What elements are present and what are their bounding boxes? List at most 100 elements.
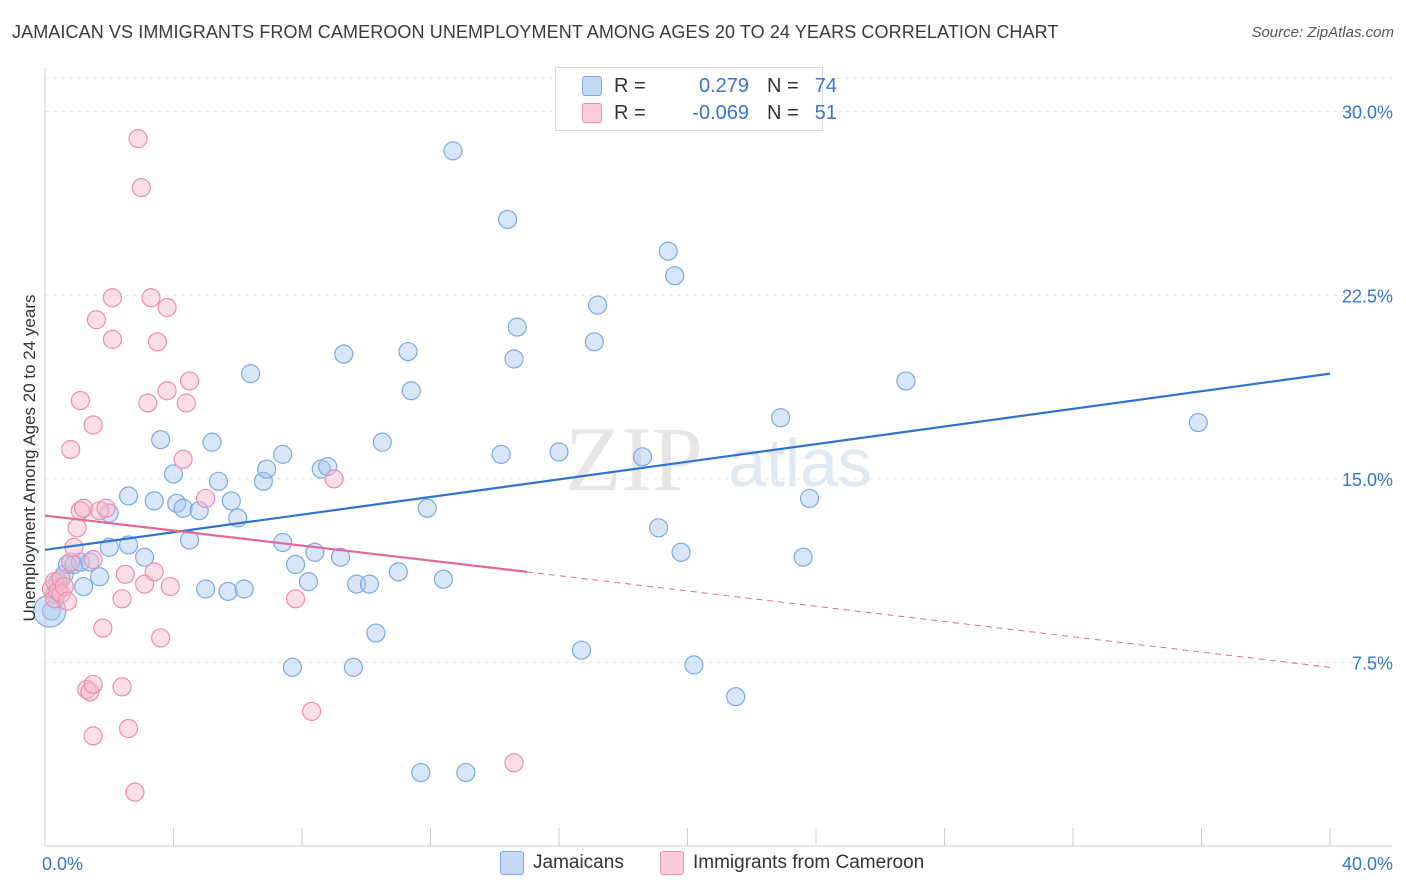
tick-labels: 7.5% 15.0% 22.5% 30.0% 0.0% 40.0% <box>42 103 1393 874</box>
jamaicans-point-12 <box>118 535 139 555</box>
jamaicans-point-67 <box>671 542 691 562</box>
cameroon-point-33 <box>131 177 151 198</box>
legend-r-value: 0.279 <box>698 74 749 97</box>
jamaicans-point-36 <box>298 572 319 592</box>
cameroon-point-43 <box>173 449 193 469</box>
jamaicans-point-56 <box>498 209 518 230</box>
jamaicans-point-22 <box>196 579 216 599</box>
cameroon-point-8 <box>61 552 81 572</box>
jamaicans-point-54 <box>456 762 476 783</box>
jamaicans-point-16 <box>151 430 171 450</box>
cameroon-point-20 <box>83 726 103 746</box>
jamaicans-point-66 <box>665 266 685 286</box>
trend-line-cameroon-extension <box>526 571 1331 668</box>
cameroon-point-26 <box>102 329 123 349</box>
jamaicans-point-18 <box>163 464 184 484</box>
jamaicans-point-73 <box>896 371 916 391</box>
cameroon-point-47 <box>285 589 306 609</box>
jamaicans-point-59 <box>549 442 569 462</box>
jamaicans-point-48 <box>398 341 418 362</box>
jamaicans-point-57 <box>507 317 527 337</box>
cameroon-point-18 <box>83 550 103 570</box>
jamaicans-point-7 <box>73 576 94 597</box>
cameroon-point-45 <box>179 371 200 391</box>
jamaicans-point-10 <box>99 537 119 557</box>
jamaicans-point-14 <box>134 547 155 567</box>
legend-label-jamaicans: Jamaicans <box>533 852 624 873</box>
jamaicans-point-50 <box>411 762 431 783</box>
legend-swatch-pink <box>582 103 602 123</box>
cameroon-point-41 <box>157 381 177 401</box>
jamaicans-point-51 <box>417 498 437 518</box>
cameroon-point-17 <box>83 415 103 435</box>
y-axis-label: Unemployment Among Ages 20 to 24 years <box>20 294 39 622</box>
jamaicans-point-53 <box>443 141 463 161</box>
trend-line-jamaicans <box>44 372 1331 551</box>
y-tick-label-0: 7.5% <box>1352 653 1393 673</box>
jamaicans-point-25 <box>218 581 238 602</box>
legend-label-cameroon: Immigrants from Cameroon <box>693 852 925 873</box>
cameroon-point-21 <box>86 310 107 330</box>
legend-n-value: 74 <box>814 74 837 97</box>
cameroon-point-29 <box>115 564 135 584</box>
jamaicans-point-39 <box>318 457 338 477</box>
x-tick-label-0: 0.0% <box>42 854 83 874</box>
cameroon-point-25 <box>102 288 123 308</box>
legend-r-label: R = <box>614 74 646 97</box>
jamaicans-point-8 <box>80 552 100 572</box>
cameroon-point-23 <box>93 618 113 638</box>
legend-n-label: N = <box>767 74 799 97</box>
series-jamaicans <box>33 141 1208 783</box>
cameroon-point-9 <box>61 439 81 460</box>
source-credit: Source: ZipAtlas.com <box>1251 24 1394 41</box>
watermark: ZIP atlas <box>565 408 872 510</box>
cameroon-point-7 <box>57 591 78 611</box>
jamaicans-point-44 <box>359 574 380 594</box>
jamaicans-point-63 <box>632 447 653 467</box>
jamaicans-point-19 <box>173 498 193 518</box>
cameroon-point-32 <box>128 129 148 149</box>
cameroon-point-44 <box>176 393 196 413</box>
cameroon-point-42 <box>160 576 180 597</box>
cameroon-point-24 <box>96 498 116 518</box>
legend-r-label: R = <box>614 101 646 124</box>
jamaicans-point-45 <box>366 623 386 643</box>
jamaicans-point-40 <box>330 547 351 567</box>
cameroon-point-28 <box>112 589 132 609</box>
jamaicans-point-60 <box>571 640 592 660</box>
jamaicans-point-35 <box>285 554 306 575</box>
jamaicans-point-58 <box>504 349 524 369</box>
cameroon-point-6 <box>54 576 74 597</box>
x-tick-label-1: 40.0% <box>1342 854 1393 874</box>
legend-item-cameroon: Immigrants from Cameroon <box>660 851 924 875</box>
jamaicans-point-55 <box>491 444 511 464</box>
jamaicans-point-49 <box>401 381 421 401</box>
watermark-atlas: atlas <box>728 425 872 501</box>
legend-r-value: -0.069 <box>692 101 749 124</box>
jamaicans-point-13 <box>118 486 139 506</box>
series-legend: Jamaicans Immigrants from Cameroon <box>0 851 1406 877</box>
jamaicans-point-61 <box>587 295 608 315</box>
legend-row-jamaicans: R = 0.279 N = 74 <box>582 73 837 99</box>
jamaicans-point-47 <box>388 562 408 582</box>
trend-lines <box>44 372 1331 668</box>
jamaicans-point-69 <box>726 687 746 707</box>
y-tick-label-3: 30.0% <box>1342 103 1393 123</box>
cameroon-point-30 <box>118 718 139 739</box>
jamaicans-point-65 <box>658 241 678 261</box>
cameroon-point-50 <box>504 753 524 773</box>
jamaicans-point-72 <box>799 488 820 509</box>
legend-swatch-cameroon <box>660 851 684 875</box>
jamaicans-point-71 <box>793 547 813 567</box>
jamaicans-point-33 <box>273 444 293 464</box>
cameroon-point-12 <box>70 390 90 411</box>
cameroon-point-11 <box>67 518 87 538</box>
cameroon-point-36 <box>141 288 161 308</box>
cameroon-point-35 <box>138 393 158 413</box>
jamaicans-point-74 <box>1188 412 1208 433</box>
jamaicans-point-70 <box>771 408 791 428</box>
jamaicans-point-15 <box>144 491 164 511</box>
jamaicans-point-41 <box>334 344 354 364</box>
jamaicans-point-30 <box>253 471 274 491</box>
